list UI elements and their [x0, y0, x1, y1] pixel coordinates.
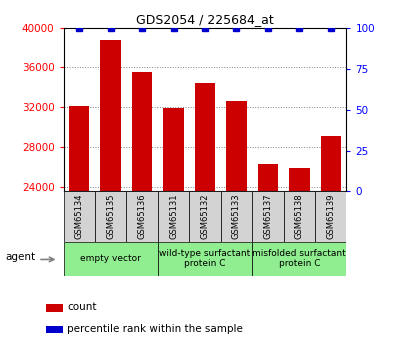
- Bar: [95, 191, 126, 242]
- Text: GSM65138: GSM65138: [294, 194, 303, 239]
- Text: GSM65133: GSM65133: [231, 194, 240, 239]
- Text: GSM65132: GSM65132: [200, 194, 209, 239]
- Bar: [252, 191, 283, 242]
- Bar: [46, 304, 63, 312]
- Text: count: count: [67, 302, 97, 312]
- Bar: [257, 164, 277, 191]
- Bar: [157, 241, 252, 276]
- Text: empty vector: empty vector: [80, 254, 141, 263]
- Text: percentile rank within the sample: percentile rank within the sample: [67, 324, 243, 334]
- Bar: [100, 40, 121, 191]
- Text: agent: agent: [5, 252, 35, 262]
- Bar: [288, 168, 309, 191]
- Bar: [252, 241, 346, 276]
- Bar: [157, 191, 189, 242]
- Text: GSM65137: GSM65137: [263, 194, 272, 239]
- Bar: [126, 191, 157, 242]
- Text: GSM65136: GSM65136: [137, 194, 146, 239]
- Bar: [220, 191, 252, 242]
- Text: misfolded surfactant
protein C: misfolded surfactant protein C: [252, 249, 345, 268]
- Bar: [63, 191, 95, 242]
- Bar: [314, 191, 346, 242]
- Bar: [226, 101, 246, 191]
- Bar: [163, 108, 183, 191]
- Bar: [132, 72, 152, 191]
- Bar: [189, 191, 220, 242]
- Text: GSM65139: GSM65139: [326, 194, 335, 239]
- Text: GSM65131: GSM65131: [169, 194, 178, 239]
- Bar: [63, 241, 157, 276]
- Text: GSM65134: GSM65134: [74, 194, 83, 239]
- Bar: [320, 136, 340, 191]
- Title: GDS2054 / 225684_at: GDS2054 / 225684_at: [136, 13, 273, 27]
- Bar: [46, 326, 63, 333]
- Bar: [194, 83, 215, 191]
- Bar: [69, 106, 89, 191]
- Bar: [283, 191, 314, 242]
- Text: wild-type surfactant
protein C: wild-type surfactant protein C: [159, 249, 250, 268]
- Text: GSM65135: GSM65135: [106, 194, 115, 239]
